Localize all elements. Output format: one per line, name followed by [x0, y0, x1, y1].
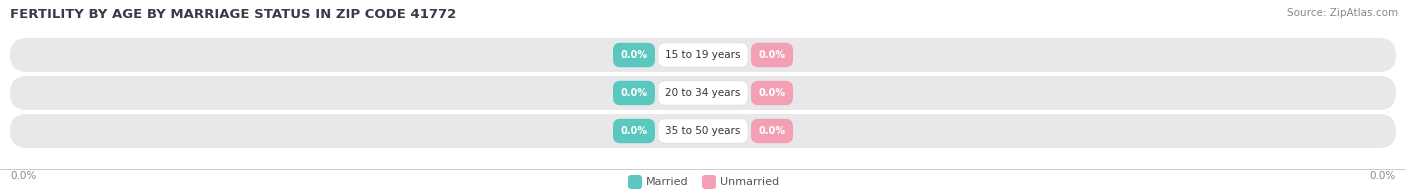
Text: 0.0%: 0.0%	[1369, 171, 1396, 181]
Text: 0.0%: 0.0%	[620, 50, 648, 60]
FancyBboxPatch shape	[751, 43, 793, 67]
Text: FERTILITY BY AGE BY MARRIAGE STATUS IN ZIP CODE 41772: FERTILITY BY AGE BY MARRIAGE STATUS IN Z…	[10, 8, 457, 21]
FancyBboxPatch shape	[702, 175, 716, 189]
Text: 0.0%: 0.0%	[620, 126, 648, 136]
Text: Unmarried: Unmarried	[720, 177, 779, 187]
FancyBboxPatch shape	[10, 114, 1396, 148]
FancyBboxPatch shape	[613, 119, 655, 143]
FancyBboxPatch shape	[628, 175, 643, 189]
Text: 35 to 50 years: 35 to 50 years	[665, 126, 741, 136]
Text: Source: ZipAtlas.com: Source: ZipAtlas.com	[1286, 8, 1398, 18]
FancyBboxPatch shape	[658, 119, 748, 143]
FancyBboxPatch shape	[10, 76, 1396, 110]
Text: 0.0%: 0.0%	[758, 88, 786, 98]
FancyBboxPatch shape	[613, 43, 655, 67]
FancyBboxPatch shape	[658, 43, 748, 67]
FancyBboxPatch shape	[658, 81, 748, 105]
Text: 20 to 34 years: 20 to 34 years	[665, 88, 741, 98]
FancyBboxPatch shape	[751, 81, 793, 105]
Text: 0.0%: 0.0%	[758, 50, 786, 60]
FancyBboxPatch shape	[10, 38, 1396, 72]
FancyBboxPatch shape	[613, 81, 655, 105]
Text: Married: Married	[645, 177, 689, 187]
Text: 0.0%: 0.0%	[620, 88, 648, 98]
FancyBboxPatch shape	[751, 119, 793, 143]
Text: 0.0%: 0.0%	[758, 126, 786, 136]
Text: 15 to 19 years: 15 to 19 years	[665, 50, 741, 60]
Text: 0.0%: 0.0%	[10, 171, 37, 181]
